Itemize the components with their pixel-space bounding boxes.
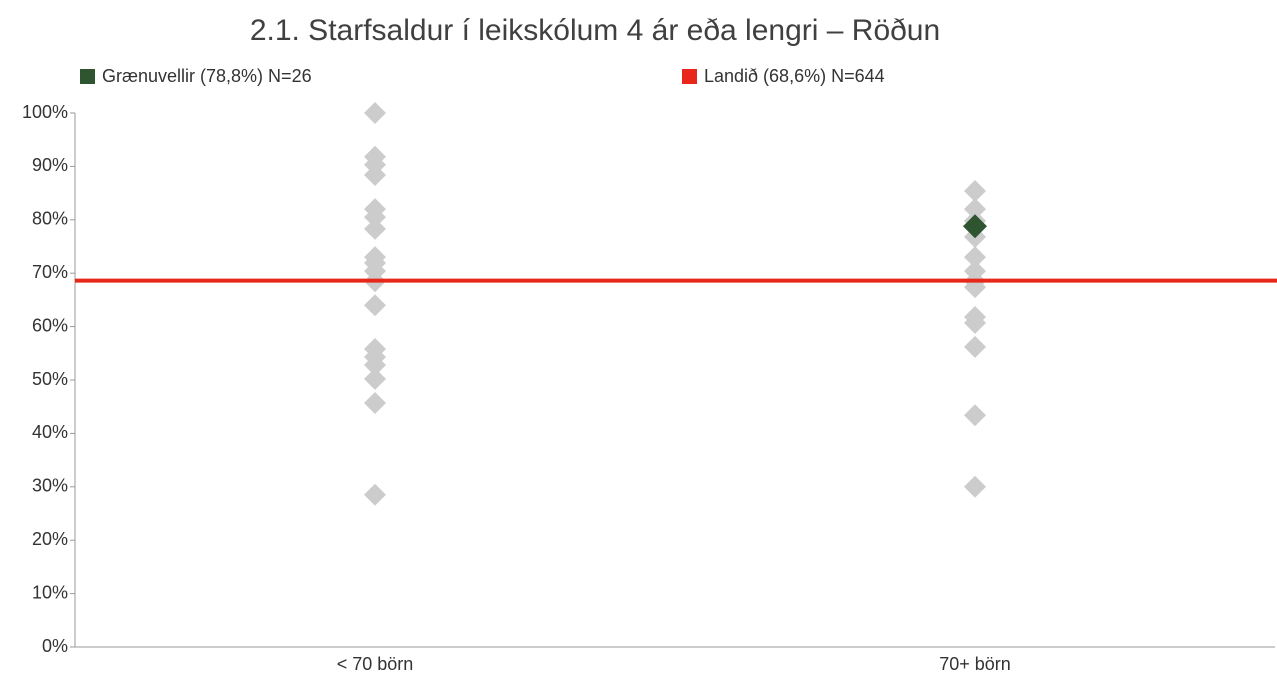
- legend-label: Grænuvellir (78,8%) N=26: [102, 66, 312, 86]
- x-tick-label: < 70 börn: [337, 654, 414, 674]
- y-tick-label: 50%: [32, 369, 68, 389]
- y-tick-label: 90%: [32, 155, 68, 175]
- legend-swatch: [80, 69, 95, 84]
- data-point: [364, 367, 386, 390]
- data-point: [964, 475, 986, 498]
- chart-title: 2.1. Starfsaldur í leikskólum 4 ár eða l…: [250, 14, 940, 47]
- data-point: [364, 391, 386, 414]
- y-tick-label: 80%: [32, 209, 68, 229]
- y-tick-label: 100%: [22, 102, 68, 122]
- data-point: [964, 335, 986, 358]
- data-point: [964, 246, 986, 269]
- y-tick-label: 20%: [32, 529, 68, 549]
- legend-swatch: [682, 69, 697, 84]
- y-tick-label: 0%: [42, 636, 68, 656]
- y-tick-label: 60%: [32, 315, 68, 335]
- y-tick-label: 70%: [32, 262, 68, 282]
- data-point: [364, 163, 386, 186]
- y-tick-label: 10%: [32, 582, 68, 602]
- data-point: [964, 198, 986, 221]
- data-point: [364, 102, 386, 124]
- x-tick-label: 70+ börn: [939, 654, 1011, 674]
- data-point: [964, 404, 986, 427]
- data-point: [364, 217, 386, 240]
- data-point: [364, 294, 386, 317]
- highlight-point: [963, 214, 987, 239]
- legend-label: Landið (68,6%) N=644: [704, 66, 885, 86]
- data-point: [364, 354, 386, 377]
- data-point: [964, 311, 986, 334]
- y-tick-label: 30%: [32, 476, 68, 496]
- y-tick-label: 40%: [32, 422, 68, 442]
- data-point: [364, 206, 386, 229]
- data-point: [964, 179, 986, 202]
- data-point: [364, 483, 386, 506]
